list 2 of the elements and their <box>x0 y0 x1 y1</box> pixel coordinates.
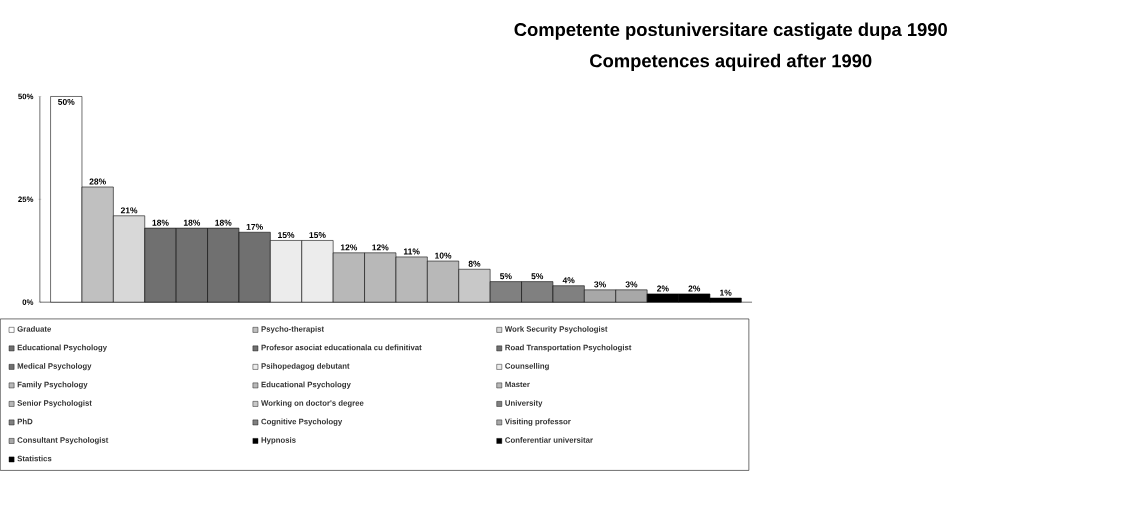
chart-title: Competente postuniversitare castigate dupa 1990 <box>514 22 947 40</box>
chart-subtitle: Competences aquired after 1990 <box>590 53 872 71</box>
